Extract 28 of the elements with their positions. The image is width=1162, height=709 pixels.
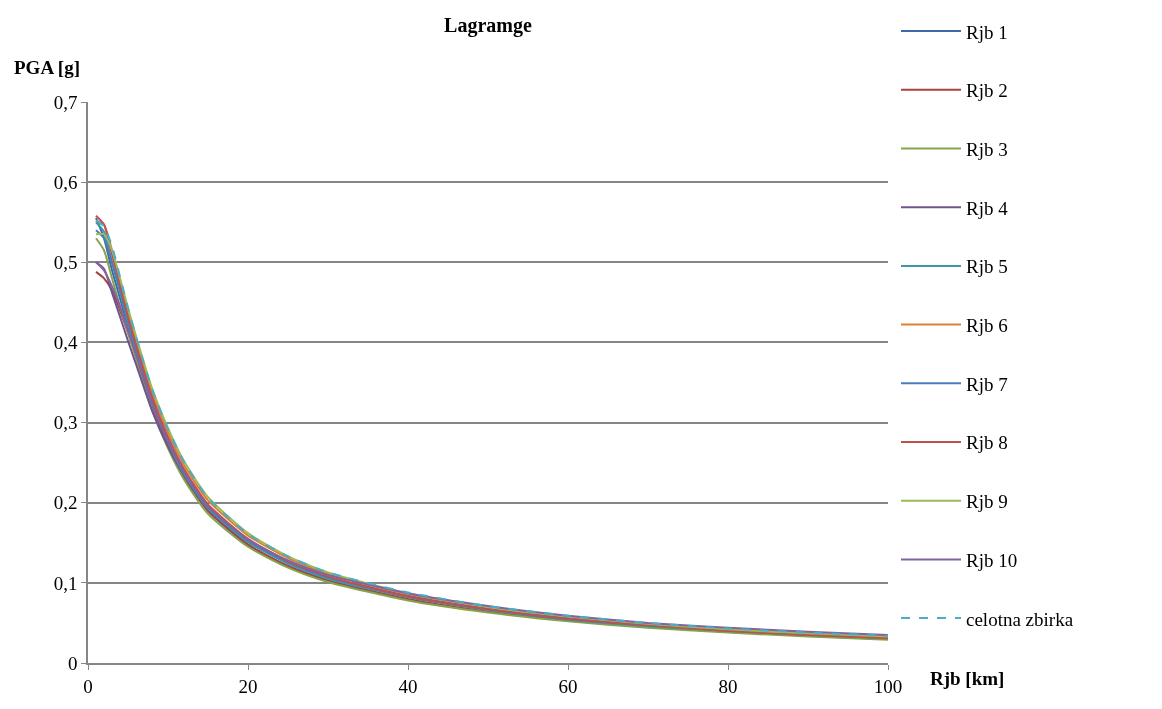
- legend-label: Rjb 10: [966, 549, 1018, 571]
- legend-label: celotna zbirka: [966, 608, 1074, 630]
- y-tick-label: 0,6: [53, 171, 78, 193]
- legend-label: Rjb 2: [966, 80, 1008, 102]
- legend-label: Rjb 1: [966, 21, 1008, 43]
- x-tick-label: 40: [398, 675, 418, 697]
- x-tick-label: 80: [718, 675, 738, 697]
- legend-label: Rjb 9: [966, 491, 1008, 513]
- y-tick-label: 0,3: [53, 412, 78, 434]
- y-tick-label: 0,2: [53, 492, 78, 514]
- legend-label: Rjb 7: [966, 373, 1008, 395]
- y-axis-title: PGA [g]: [14, 57, 80, 78]
- x-tick-label: 60: [558, 675, 578, 697]
- x-axis-title: Rjb [km]: [930, 668, 1005, 689]
- legend-label: Rjb 3: [966, 138, 1008, 160]
- x-tick-label: 0: [83, 675, 93, 697]
- x-tick-label: 100: [873, 675, 903, 697]
- legend-label: Rjb 5: [966, 256, 1008, 278]
- y-tick-label: 0,4: [53, 332, 78, 354]
- legend-label: Rjb 8: [966, 432, 1008, 454]
- legend-label: Rjb 6: [966, 315, 1008, 336]
- chart-title: Lagramge: [444, 13, 532, 37]
- x-tick-label: 20: [238, 675, 258, 697]
- legend-label: Rjb 4: [966, 197, 1009, 219]
- y-tick-label: 0,7: [53, 91, 78, 113]
- y-tick-label: 0: [67, 652, 78, 674]
- y-tick-label: 0,5: [53, 251, 78, 273]
- y-tick-label: 0,1: [53, 572, 78, 594]
